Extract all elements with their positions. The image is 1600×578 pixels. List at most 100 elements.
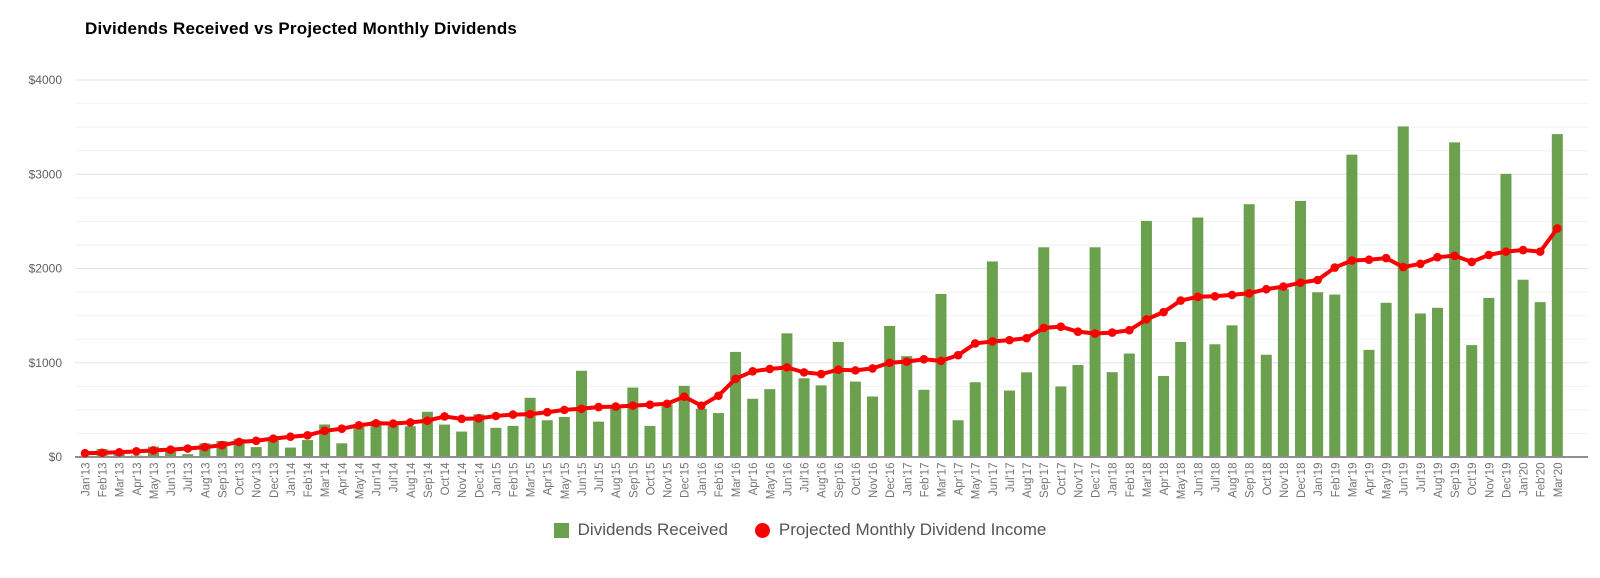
bar-Nov'15[interactable] [661,404,673,457]
bar-Jun'15[interactable] [575,370,587,457]
projected-point-Aug'13[interactable] [200,442,210,452]
projected-point-Feb'17[interactable] [919,354,929,364]
projected-point-Jun'13[interactable] [166,445,175,454]
projected-point-Mar'18[interactable] [1142,315,1151,324]
bar-Dec'13[interactable] [267,436,279,457]
bar-Oct'14[interactable] [439,424,451,457]
bar-Jan'16[interactable] [695,408,707,457]
projected-point-Mar'19[interactable] [1347,256,1357,265]
bar-Jan'17[interactable] [901,356,913,457]
projected-point-Mar'16[interactable] [731,374,740,384]
bar-Jun'16[interactable] [781,333,793,457]
projected-point-Sep'16[interactable] [833,365,843,375]
bar-Jun'19[interactable] [1397,126,1409,458]
bar-Dec'16[interactable] [884,325,896,457]
bar-Jan'15[interactable] [490,427,502,457]
bar-Jan'19[interactable] [1312,292,1324,457]
bar-Nov'17[interactable] [1072,365,1084,457]
projected-point-Sep'19[interactable] [1450,251,1459,261]
projected-point-Feb'14[interactable] [303,431,312,440]
bar-Dec'14[interactable] [473,414,485,457]
projected-point-Oct'17[interactable] [1056,322,1066,331]
projected-point-Feb'18[interactable] [1125,325,1134,335]
projected-point-Aug'19[interactable] [1433,252,1442,262]
projected-point-May'14[interactable] [354,420,364,430]
bar-May'14[interactable] [353,426,365,457]
projected-point-Oct'18[interactable] [1261,284,1271,294]
projected-point-Feb'16[interactable] [714,391,723,401]
projected-point-Mar'13[interactable] [114,447,124,457]
bar-Dec'18[interactable] [1295,200,1307,458]
bar-Apr'17[interactable] [952,420,964,457]
bar-Nov'14[interactable] [456,431,468,457]
projected-point-Mar'15[interactable] [525,409,535,419]
bar-Mar'20[interactable] [1551,134,1563,458]
bar-Jan'18[interactable] [1106,372,1118,457]
projected-point-Feb'13[interactable] [97,448,107,458]
projected-point-Jun'18[interactable] [1193,292,1203,302]
bar-May'15[interactable] [558,416,570,457]
bar-Nov'16[interactable] [867,396,879,457]
projected-point-Mar'14[interactable] [320,426,329,436]
projected-point-Sep'17[interactable] [1039,323,1049,333]
bar-Jul'19[interactable] [1414,313,1426,457]
projected-point-Aug'17[interactable] [1022,333,1031,343]
bar-Apr'15[interactable] [541,420,553,457]
projected-point-Dec'19[interactable] [1501,247,1511,256]
projected-point-Aug'14[interactable] [405,418,415,427]
projected-point-May'19[interactable] [1381,253,1391,263]
bar-Aug'19[interactable] [1431,307,1443,457]
projected-point-Dec'16[interactable] [885,358,894,368]
projected-point-Mar'20[interactable] [1553,224,1562,233]
bar-Apr'18[interactable] [1158,375,1170,457]
projected-point-Jan'20[interactable] [1518,245,1528,255]
projected-point-Nov'19[interactable] [1484,250,1494,260]
projected-point-Jun'17[interactable] [988,337,997,346]
projected-point-Jan'19[interactable] [1313,275,1322,285]
bar-May'17[interactable] [969,382,981,457]
bar-Sep'16[interactable] [832,341,844,457]
projected-point-Sep'14[interactable] [423,416,432,426]
bar-May'16[interactable] [764,389,776,457]
bar-Mar'18[interactable] [1140,220,1152,457]
bar-Feb'16[interactable] [712,413,724,457]
bar-Feb'15[interactable] [507,425,519,457]
bar-Jan'14[interactable] [284,447,296,457]
projected-point-Jun'19[interactable] [1398,262,1408,272]
bar-Aug'14[interactable] [404,426,416,457]
projected-point-Jun'14[interactable] [371,418,381,428]
bar-Oct'15[interactable] [644,425,656,457]
bar-Aug'15[interactable] [610,407,622,457]
projected-point-May'13[interactable] [149,446,158,455]
bar-Nov'18[interactable] [1277,288,1289,457]
projected-point-May'18[interactable] [1176,296,1185,305]
projected-point-Dec'13[interactable] [269,434,278,443]
projected-point-Dec'14[interactable] [474,414,484,423]
bar-Feb'20[interactable] [1534,302,1546,457]
bar-Sep'18[interactable] [1243,204,1255,457]
projected-point-Aug'15[interactable] [611,402,621,411]
bar-Jun'17[interactable] [986,261,998,457]
projected-point-Dec'17[interactable] [1090,329,1100,338]
projected-point-Dec'18[interactable] [1296,278,1305,287]
projected-point-Nov'16[interactable] [868,364,877,373]
bar-Jun'14[interactable] [370,420,382,457]
bar-Aug'18[interactable] [1226,325,1238,457]
bar-Jun'18[interactable] [1192,217,1204,457]
projected-point-May'15[interactable] [560,405,569,415]
legend-item-dividends-received[interactable]: Dividends Received [553,520,728,540]
projected-point-Oct'14[interactable] [440,412,449,421]
bar-Aug'16[interactable] [815,385,827,457]
bar-Mar'19[interactable] [1346,154,1358,457]
projected-point-Jul'14[interactable] [388,419,398,428]
bar-Dec'17[interactable] [1089,247,1101,457]
bar-Mar'17[interactable] [935,293,947,457]
projected-point-May'16[interactable] [765,364,775,374]
projected-point-Jan'15[interactable] [491,411,501,421]
projected-point-Jan'13[interactable] [80,448,90,458]
projected-point-Apr'13[interactable] [132,447,141,456]
bar-Apr'16[interactable] [747,398,759,457]
bar-Feb'18[interactable] [1123,353,1135,457]
bar-Jul'18[interactable] [1209,344,1221,457]
projected-point-Apr'19[interactable] [1364,255,1374,265]
